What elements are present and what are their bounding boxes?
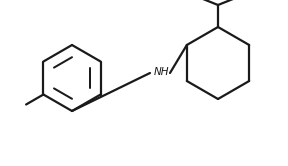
Text: NH: NH: [153, 67, 169, 77]
